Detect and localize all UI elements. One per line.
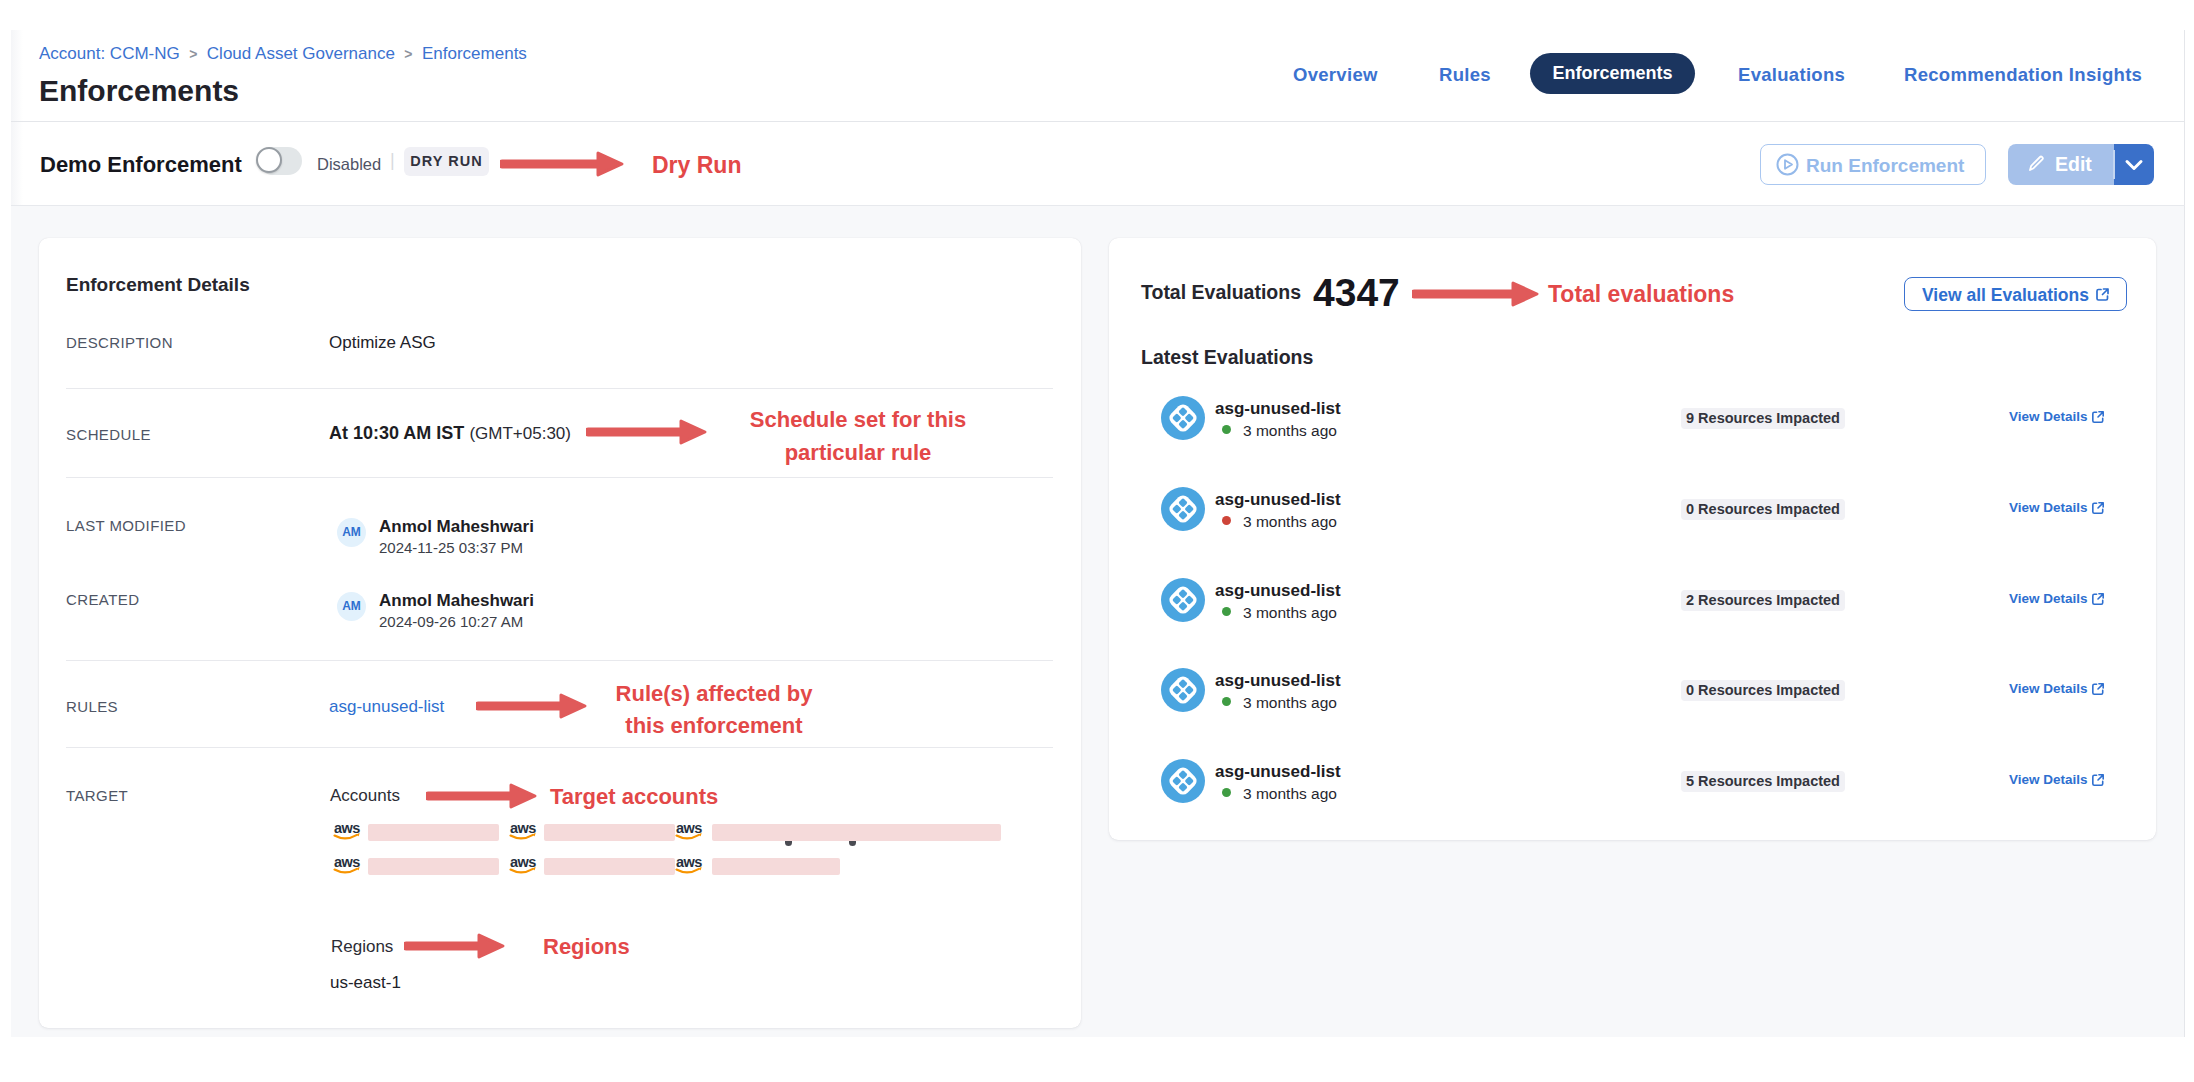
svg-text:aws: aws (676, 820, 702, 836)
svg-text:aws: aws (334, 854, 360, 870)
svg-text:aws: aws (334, 820, 360, 836)
svg-text:aws: aws (676, 854, 702, 870)
svg-text:aws: aws (510, 854, 536, 870)
svg-text:aws: aws (510, 820, 536, 836)
